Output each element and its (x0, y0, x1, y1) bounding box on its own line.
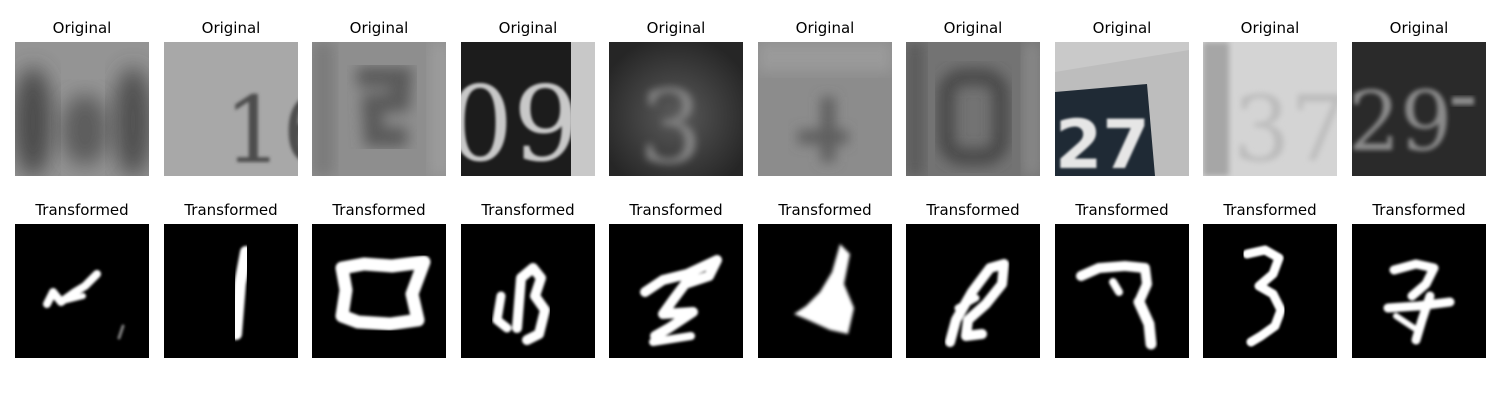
original-cell: Original 3 (609, 18, 743, 178)
transformed-title: Transformed (35, 201, 129, 219)
transformed-image-svg (1203, 224, 1337, 358)
original-cell: Original 16 (164, 18, 298, 178)
original-image: 09 (461, 42, 595, 176)
original-cell: Original (758, 18, 892, 178)
original-image: 16 (164, 42, 298, 176)
original-image: 27 (1055, 42, 1189, 176)
transformed-image-svg (164, 224, 298, 358)
original-image-svg (758, 42, 892, 176)
original-image-svg: 37 (1203, 42, 1337, 176)
transformed-title: Transformed (332, 201, 426, 219)
transformed-image-svg (758, 224, 892, 358)
transformed-cell: Transformed (15, 200, 149, 360)
transformed-title: Transformed (1223, 201, 1317, 219)
original-cell: Original 27 (1055, 18, 1189, 178)
transformed-image (609, 224, 743, 358)
transformed-image-svg (1352, 224, 1486, 358)
transformed-title: Transformed (926, 201, 1020, 219)
transformed-cell: Transformed (1352, 200, 1486, 360)
original-cell: Original 37 (1203, 18, 1337, 178)
original-digits: 29 (1352, 75, 1452, 170)
original-cell: Original (906, 18, 1040, 178)
original-row: Original Original 16 (15, 18, 1487, 178)
transformed-title: Transformed (184, 201, 278, 219)
transformed-image-svg (312, 224, 446, 358)
original-title: Original (1389, 19, 1449, 37)
transformed-image (906, 224, 1040, 358)
transformed-cell: Transformed (758, 200, 892, 360)
original-title: Original (349, 19, 409, 37)
transformed-cell: Transformed (609, 200, 743, 360)
original-cell: Original (15, 18, 149, 178)
transformed-image (461, 224, 595, 358)
original-title: Original (943, 19, 1003, 37)
original-image: 29 (1352, 42, 1486, 176)
original-image (758, 42, 892, 176)
transformed-image-svg (461, 224, 595, 358)
original-digits: 27 (1055, 106, 1150, 176)
transformed-title: Transformed (1372, 201, 1466, 219)
original-title: Original (1092, 19, 1152, 37)
original-image-svg (312, 42, 446, 176)
original-image-svg (15, 42, 149, 176)
transformed-cell: Transformed (312, 200, 446, 360)
transformed-cell: Transformed (164, 200, 298, 360)
transformed-image (164, 224, 298, 358)
transformed-image-svg (15, 224, 149, 358)
transformed-cell: Transformed (461, 200, 595, 360)
original-digits: 3 (639, 69, 703, 176)
original-cell: Original 09 (461, 18, 595, 178)
transformed-image-svg (1055, 224, 1189, 358)
transformed-image-svg (609, 224, 743, 358)
original-title: Original (498, 19, 558, 37)
transformed-cell: Transformed (1203, 200, 1337, 360)
original-image-svg: 3 (609, 42, 743, 176)
transformed-image (15, 224, 149, 358)
transformed-title: Transformed (481, 201, 575, 219)
original-image (312, 42, 446, 176)
original-image-svg: 27 (1055, 42, 1189, 176)
transformed-row: Transformed Transformed (15, 200, 1487, 360)
original-image (906, 42, 1040, 176)
original-cell: Original (312, 18, 446, 178)
transformed-cell: Transformed (1055, 200, 1189, 360)
original-title: Original (646, 19, 706, 37)
original-cell: Original 29 (1352, 18, 1486, 178)
transformed-title: Transformed (1075, 201, 1169, 219)
transformed-title: Transformed (778, 201, 872, 219)
original-image-svg (906, 42, 1040, 176)
original-image (15, 42, 149, 176)
original-image-svg: 09 (461, 42, 595, 176)
original-digits: 09 (461, 63, 579, 176)
transformed-title: Transformed (629, 201, 723, 219)
original-title: Original (52, 19, 112, 37)
original-image: 37 (1203, 42, 1337, 176)
original-digits: 16 (224, 77, 298, 176)
transformed-image (758, 224, 892, 358)
original-image-svg: 29 (1352, 42, 1486, 176)
original-title: Original (201, 19, 261, 37)
original-title: Original (795, 19, 855, 37)
transformed-image (312, 224, 446, 358)
original-image-svg: 16 (164, 42, 298, 176)
transformed-image (1203, 224, 1337, 358)
original-image: 3 (609, 42, 743, 176)
transformed-image (1055, 224, 1189, 358)
original-title: Original (1240, 19, 1300, 37)
transformed-image (1352, 224, 1486, 358)
transformed-cell: Transformed (906, 200, 1040, 360)
original-digits: 37 (1233, 77, 1337, 176)
transformed-image-svg (906, 224, 1040, 358)
